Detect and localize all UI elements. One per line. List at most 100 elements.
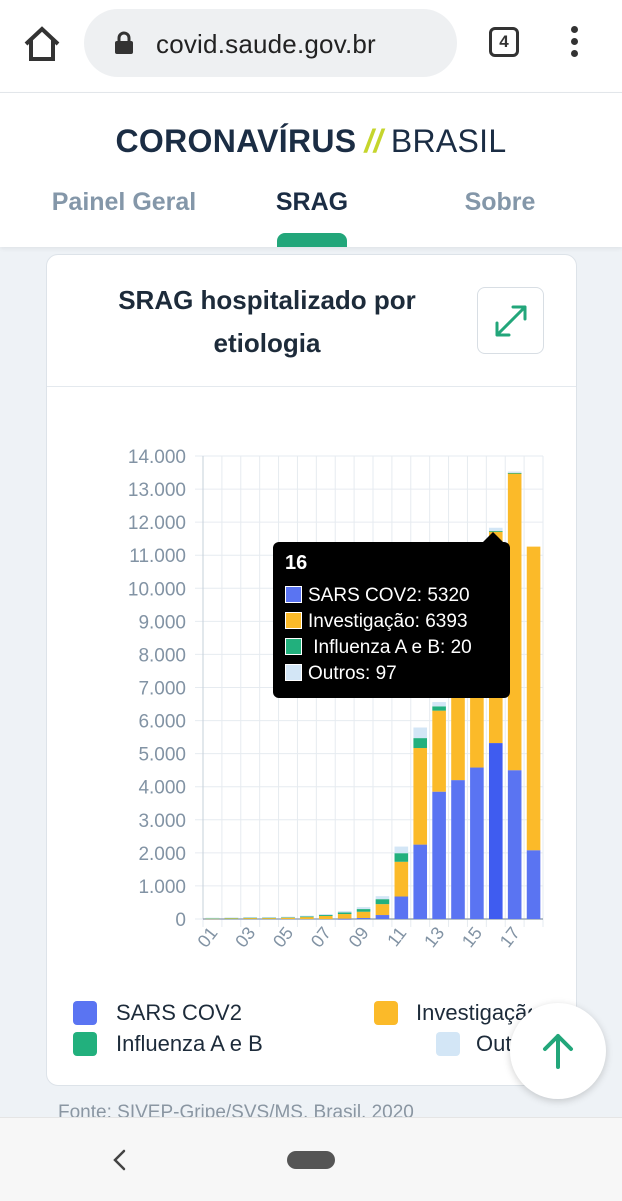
bar-segment[interactable] — [224, 917, 239, 919]
y-tick-label: 12.000 — [128, 513, 186, 534]
bar-segment[interactable] — [470, 693, 484, 768]
y-tick-label: 1.000 — [138, 877, 186, 898]
y-tick-label: 7.000 — [138, 679, 186, 700]
bar-segment[interactable] — [432, 710, 446, 792]
bar-segment[interactable] — [488, 743, 503, 919]
legend-swatch-outros — [436, 1032, 460, 1056]
bar-segment[interactable] — [356, 911, 371, 918]
bar-segment[interactable] — [318, 914, 333, 916]
legend-item-outros[interactable]: Outros — [476, 1031, 516, 1056]
bar-segment[interactable] — [394, 896, 409, 919]
chart-tooltip: 16 SARS COV2: 5320 Investigação: 6393 In… — [273, 532, 510, 698]
tooltip-row-text: Influenza A e B: 20 — [308, 637, 472, 658]
bar-segment[interactable] — [526, 546, 541, 851]
site-logo[interactable]: CORONAVÍRUS//BRASIL — [0, 123, 622, 160]
main-nav: Painel Geral SRAG Sobre — [0, 188, 622, 247]
bar-segment[interactable] — [375, 915, 390, 919]
bar-segment[interactable] — [356, 918, 371, 919]
bar-segment[interactable] — [413, 844, 428, 919]
bar-segment[interactable] — [432, 706, 446, 711]
arrow-up-icon — [543, 1034, 573, 1069]
x-tick-label: 01 — [194, 923, 222, 951]
bar-segment[interactable] — [488, 527, 503, 531]
bar-segment[interactable] — [205, 917, 220, 919]
expand-button[interactable] — [477, 287, 544, 354]
bar-segment[interactable] — [507, 473, 522, 771]
bar-segment[interactable] — [300, 917, 314, 919]
y-tick-label: 3.000 — [138, 811, 186, 832]
y-tick-label: 9.000 — [138, 612, 186, 633]
home-icon[interactable] — [20, 22, 64, 66]
x-tick-label: 15 — [458, 923, 486, 951]
bar-segment[interactable] — [432, 791, 446, 919]
tooltip-row-investigacao: Investigação: 6393 — [285, 609, 498, 635]
tab-switcher-button[interactable]: 4 — [489, 27, 519, 57]
bar-segment[interactable] — [451, 780, 465, 919]
bar-segment[interactable] — [470, 767, 484, 919]
bar-segment[interactable] — [300, 915, 314, 917]
bar-segment[interactable] — [262, 917, 276, 919]
bar-segment[interactable] — [394, 853, 409, 862]
bar-segment[interactable] — [413, 738, 428, 749]
legend-swatch-investigacao — [374, 1001, 398, 1025]
bar-segment[interactable] — [413, 727, 428, 739]
y-axis: 0 1.000 2.000 3.000 4.000 5.000 6.000 7.000 8.00… — [128, 447, 204, 931]
tooltip-swatch — [285, 638, 302, 655]
bar-segment[interactable] — [337, 911, 352, 913]
x-axis: 01 03 05 07 09 11 13 15 17 — [194, 918, 543, 951]
logo-main-text: CORONAVÍRUS — [115, 123, 357, 159]
bar-segment[interactable] — [394, 846, 409, 854]
bar-segment[interactable] — [375, 896, 390, 900]
tooltip-row-sars: SARS COV2: 5320 — [285, 583, 498, 609]
tooltip-row-text: Outros: 97 — [308, 663, 397, 684]
tab-srag[interactable]: SRAG — [275, 188, 349, 216]
scroll-to-top-button[interactable] — [510, 1003, 606, 1099]
legend-item-investigacao[interactable]: Investigação — [416, 1000, 532, 1025]
home-gesture-pill[interactable] — [287, 1151, 335, 1169]
bar-segment[interactable] — [318, 915, 333, 917]
bar-segment[interactable] — [337, 914, 352, 919]
bar-segment[interactable] — [394, 861, 409, 897]
bar-segment[interactable] — [356, 907, 371, 910]
x-tick-label: 05 — [269, 923, 297, 951]
bar-segment[interactable] — [243, 917, 258, 918]
more-options-icon[interactable] — [566, 26, 582, 60]
y-tick-label: 0 — [175, 910, 186, 931]
y-tick-label: 2.000 — [138, 844, 186, 865]
bar-segment[interactable] — [432, 702, 446, 707]
bar-segment[interactable] — [375, 904, 390, 916]
legend-item-influenza[interactable]: Influenza A e B — [116, 1031, 263, 1056]
bar-segment[interactable] — [375, 899, 390, 905]
logo-sub-text: BRASIL — [390, 123, 507, 159]
tooltip-row-outros: Outros: 97 — [285, 661, 498, 687]
bar-segment[interactable] — [507, 472, 522, 474]
bar-segment[interactable] — [243, 917, 258, 919]
bar-segment[interactable] — [337, 912, 352, 915]
bar-segment[interactable] — [451, 690, 465, 781]
url-bar[interactable]: covid.saude.gov.br — [84, 9, 457, 77]
bar-segment[interactable] — [413, 748, 428, 845]
tab-painel-geral[interactable]: Painel Geral — [51, 188, 197, 216]
back-icon[interactable] — [110, 1148, 130, 1172]
bar-segment[interactable] — [318, 916, 333, 919]
bar-segment[interactable] — [281, 917, 295, 919]
bar-segment[interactable] — [356, 909, 371, 912]
bar-segment[interactable] — [507, 770, 522, 919]
legend-item-sars[interactable]: SARS COV2 — [116, 1000, 242, 1025]
bar-segment[interactable] — [300, 916, 314, 918]
bar-segment[interactable] — [281, 916, 295, 918]
x-tick-label: 13 — [420, 923, 448, 951]
bar-segment[interactable] — [526, 850, 541, 919]
bar-segment[interactable] — [262, 917, 276, 918]
tab-sobre[interactable]: Sobre — [464, 188, 536, 216]
x-tick-label: 17 — [496, 923, 524, 951]
bar-segment[interactable] — [337, 918, 352, 920]
bar-segment[interactable] — [488, 530, 503, 532]
bar-segment[interactable] — [507, 471, 522, 473]
y-tick-label: 10.000 — [128, 579, 186, 600]
logo-slash: // — [364, 123, 383, 159]
x-tick-label: 03 — [231, 923, 259, 951]
card-title: SRAG hospitalizado por etiologia — [118, 285, 416, 358]
tooltip-swatch — [285, 586, 302, 603]
bar-segment[interactable] — [224, 918, 239, 919]
